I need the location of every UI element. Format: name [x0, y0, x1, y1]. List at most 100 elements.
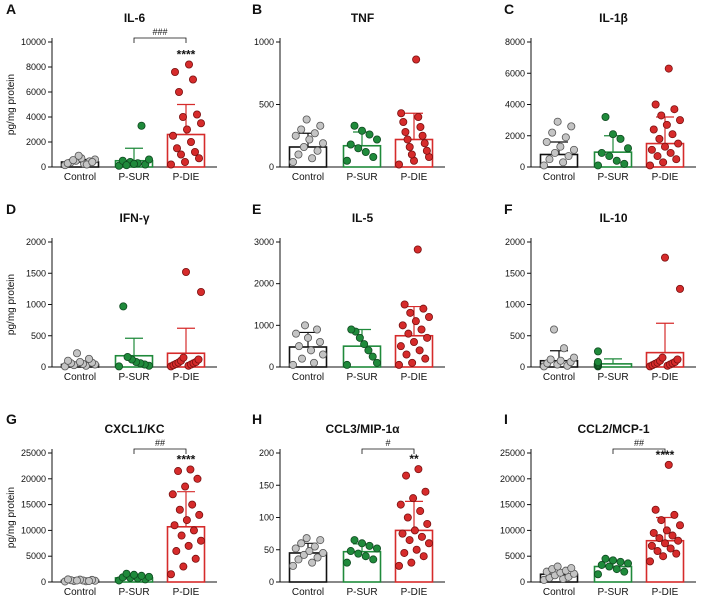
data-point	[177, 531, 186, 540]
data-point	[315, 337, 324, 346]
data-point	[661, 539, 670, 548]
data-point	[624, 559, 633, 568]
category-label: Control	[292, 372, 324, 383]
data-point	[406, 308, 415, 317]
data-point	[561, 133, 570, 142]
data-point	[129, 570, 138, 579]
data-point	[556, 356, 565, 365]
data-point	[318, 139, 327, 148]
data-point	[401, 127, 410, 136]
data-point	[657, 516, 666, 525]
significance-stars: ****	[177, 48, 196, 62]
data-point	[560, 344, 569, 353]
data-point	[624, 144, 633, 153]
data-point	[372, 135, 381, 144]
panel-title: CXCL1/KC	[104, 422, 164, 436]
data-point	[553, 117, 562, 126]
data-point	[403, 135, 412, 144]
panel-title: CCL2/MCP-1	[577, 422, 649, 436]
data-point	[294, 555, 303, 564]
data-point	[674, 139, 683, 148]
data-point	[594, 347, 603, 356]
y-tick-label: 8000	[505, 37, 525, 47]
data-point	[76, 357, 85, 366]
category-label: Control	[543, 587, 575, 597]
data-point	[396, 342, 405, 351]
data-point	[594, 161, 603, 170]
data-point	[170, 68, 179, 77]
data-point	[184, 541, 193, 550]
data-point	[312, 325, 321, 334]
data-point	[313, 553, 322, 562]
data-point	[294, 150, 303, 159]
data-point	[318, 350, 327, 359]
data-point	[405, 142, 414, 151]
panel-g: G CXCL1/KC pg/mg protein 0 5000 10000 15000 200…	[6, 411, 217, 597]
data-point	[405, 536, 414, 545]
data-point	[196, 119, 205, 128]
data-point	[662, 120, 671, 129]
y-tick-label: 3000	[254, 237, 274, 247]
category-label: P-SUR	[118, 372, 149, 383]
panel-h: H CCL3/MIP-1α 0 50 100 150 200 Control P-SUR P-DI…	[252, 411, 445, 597]
data-point	[422, 146, 431, 155]
y-axis-label: pg/mg protein	[6, 274, 17, 335]
data-point	[316, 121, 325, 130]
data-point	[342, 156, 351, 165]
data-point	[186, 465, 195, 474]
panel-a: A IL-6 pg/mg protein 0 2000 4000 6000 8000 10000…	[6, 1, 217, 183]
y-tick-label: 2000	[26, 237, 46, 247]
y-tick-label: 0	[520, 577, 525, 587]
data-point	[553, 562, 562, 571]
panel-c: C IL-1β 0 2000 4000 6000 8000 Control P-SUR P-DIE	[504, 1, 696, 183]
data-point	[664, 460, 673, 469]
data-point	[661, 253, 670, 262]
data-point	[658, 353, 667, 362]
data-point	[357, 126, 366, 135]
comparison-marker: ###	[152, 27, 167, 37]
data-point	[609, 556, 618, 565]
panel-letter: G	[6, 411, 17, 427]
y-tick-label: 6000	[26, 87, 46, 97]
data-point	[316, 536, 325, 545]
data-point	[188, 500, 197, 509]
category-label: P-SUR	[597, 587, 628, 597]
data-point	[115, 362, 124, 371]
data-point	[297, 354, 306, 363]
data-point	[415, 346, 424, 355]
panel-f: F IL-10 0 500 1000 1500 2000 Control P-SUR P-DIE	[504, 201, 696, 383]
data-point	[609, 130, 618, 139]
data-point	[404, 329, 413, 338]
panel-title: TNF	[351, 11, 374, 25]
data-point	[342, 558, 351, 567]
data-point	[179, 562, 188, 571]
data-point	[318, 548, 327, 557]
data-point	[299, 550, 308, 559]
y-tick-label: 10000	[500, 525, 525, 535]
data-point	[601, 554, 610, 563]
data-point	[559, 158, 568, 167]
data-point	[137, 121, 146, 130]
data-point	[372, 358, 381, 367]
data-point	[402, 350, 411, 359]
data-point	[174, 467, 183, 476]
y-tick-label: 10000	[21, 525, 46, 535]
y-tick-label: 25000	[21, 448, 46, 458]
data-point	[364, 346, 373, 355]
data-point	[546, 355, 555, 364]
panel-letter: E	[252, 201, 261, 217]
data-point	[570, 145, 579, 154]
category-label: P-SUR	[118, 172, 149, 183]
panel-letter: I	[504, 411, 508, 427]
y-tick-label: 1500	[26, 268, 46, 278]
data-point	[194, 154, 203, 163]
data-point	[137, 571, 146, 580]
y-tick-label: 5000	[505, 551, 525, 561]
y-tick-label: 1500	[505, 268, 525, 278]
data-point	[616, 134, 625, 143]
data-point	[180, 157, 189, 166]
panel-d: D IFN-γ pg/mg protein 0 500 1000 1500 2000 Contr…	[6, 201, 217, 383]
data-point	[194, 355, 203, 364]
y-tick-label: 6000	[505, 68, 525, 78]
category-label: P-SUR	[346, 587, 377, 597]
